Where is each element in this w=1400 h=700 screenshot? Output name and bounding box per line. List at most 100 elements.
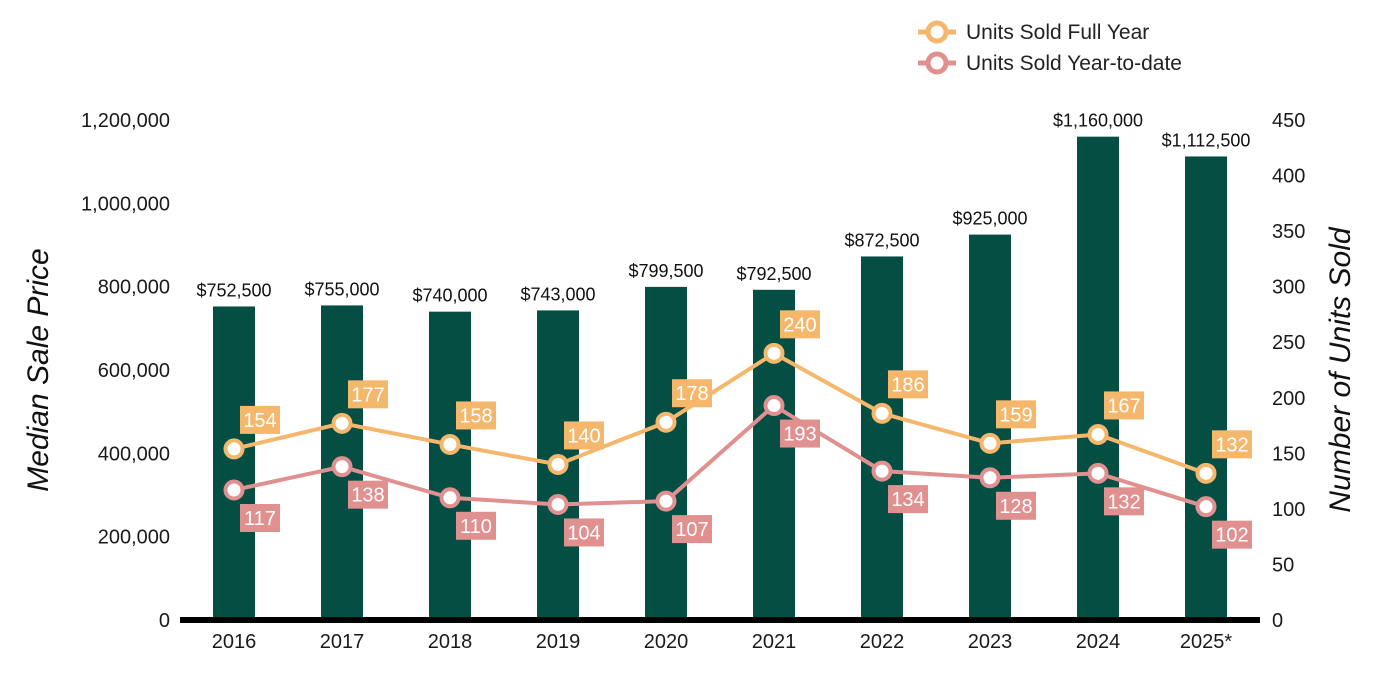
bar — [1077, 136, 1119, 620]
left-tick-label: 1,200,000 — [81, 110, 170, 132]
data-point — [439, 433, 461, 455]
x-tick-label: 2019 — [536, 631, 581, 653]
right-tick-label: 450 — [1272, 110, 1305, 132]
data-label: 167 — [1107, 395, 1140, 417]
legend-item: Units Sold Full Year — [918, 20, 1149, 44]
bar — [861, 256, 903, 620]
data-label-box — [240, 504, 280, 532]
bar-value-label: $872,500 — [844, 230, 919, 250]
data-label-box — [456, 511, 496, 540]
data-point — [1087, 423, 1109, 445]
data-label-box — [672, 515, 712, 544]
left-tick-label: 0 — [159, 610, 170, 632]
data-label: 117 — [244, 508, 276, 530]
data-point — [223, 438, 245, 460]
data-label: 140 — [567, 425, 600, 447]
x-tick-label: 2020 — [644, 631, 689, 653]
right-tick-label: 0 — [1272, 610, 1283, 632]
bar — [1185, 156, 1227, 621]
data-label: 138 — [351, 485, 384, 507]
right-tick-label: 400 — [1272, 166, 1305, 188]
bar-value-label: $740,000 — [412, 286, 487, 306]
data-label-box — [240, 405, 280, 434]
data-label-box — [996, 491, 1036, 520]
data-label-box — [1104, 487, 1144, 516]
data-point — [763, 342, 785, 364]
series-group: 154 177 158 140 178 240 186 159 167 132 — [223, 310, 1252, 484]
x-tick-label: 2023 — [968, 631, 1013, 653]
x-tick-label: 2024 — [1076, 631, 1121, 653]
data-point — [439, 487, 461, 509]
bar — [645, 286, 687, 620]
data-label: 186 — [891, 374, 924, 396]
data-label: 177 — [351, 384, 384, 406]
data-label: 193 — [783, 424, 816, 446]
data-label-box — [564, 421, 604, 450]
series-line — [233, 351, 1207, 476]
data-point — [655, 490, 677, 512]
data-point — [331, 456, 353, 478]
right-tick-label: 250 — [1272, 332, 1305, 354]
data-label: 159 — [999, 404, 1032, 426]
data-label-box — [888, 485, 928, 514]
left-tick-label: 800,000 — [98, 277, 170, 299]
data-label-box — [1212, 430, 1252, 459]
data-label-box — [1212, 520, 1252, 549]
bar-value-label: $799,500 — [628, 261, 703, 281]
data-label: 132 — [1107, 491, 1140, 513]
legend-label: Units Sold Year-to-date — [966, 52, 1182, 75]
data-label: 154 — [243, 410, 276, 432]
legend: Units Sold Full Year Units Sold Year-to-d… — [918, 20, 1182, 75]
data-label-box — [888, 370, 928, 399]
right-axis-title: Number of Units Sold — [1324, 226, 1357, 512]
right-tick-label: 300 — [1272, 277, 1305, 299]
data-point — [547, 453, 569, 475]
data-label: 240 — [783, 314, 816, 336]
series-line — [233, 403, 1207, 509]
right-tick-label: 350 — [1272, 221, 1305, 243]
data-label-box — [348, 480, 388, 509]
data-label: 178 — [675, 383, 708, 405]
x-tick-label: 2016 — [212, 631, 257, 653]
data-label: 110 — [460, 516, 492, 538]
data-label: 128 — [999, 496, 1032, 518]
data-point — [1195, 496, 1217, 518]
left-axis-title: Median Sale Price — [22, 248, 55, 491]
data-point — [1195, 462, 1217, 484]
data-label-box — [564, 518, 604, 547]
data-label: 104 — [567, 522, 600, 544]
series-group: 117 138 110 104 107 193 134 128 132 102 — [223, 395, 1252, 549]
data-label: 102 — [1215, 525, 1248, 547]
data-label-box — [456, 401, 496, 430]
data-label-box — [780, 419, 820, 448]
bar — [213, 306, 255, 620]
left-tick-label: 600,000 — [98, 360, 170, 382]
data-point — [763, 395, 785, 417]
data-label: 107 — [675, 519, 708, 541]
bar-value-label: $752,500 — [196, 280, 271, 300]
data-point — [1087, 462, 1109, 484]
left-tick-label: 400,000 — [98, 443, 170, 465]
x-tick-label: 2017 — [320, 631, 365, 653]
bar-value-label: $1,112,500 — [1162, 130, 1251, 150]
data-point — [871, 460, 893, 482]
data-point — [979, 467, 1001, 489]
right-tick-label: 100 — [1272, 499, 1305, 521]
bar-value-label: $743,000 — [520, 284, 595, 304]
bar-value-label: $755,000 — [304, 279, 379, 299]
data-label-box — [1104, 391, 1144, 420]
right-tick-label: 50 — [1272, 554, 1294, 576]
data-label-box — [672, 379, 712, 408]
left-axis-ticks: 0 200,000 400,000 600,000 800,000 1,000,000 1,… — [81, 110, 170, 632]
x-tick-label: 2021 — [752, 631, 797, 653]
bar-value-label: $1,160,000 — [1053, 111, 1143, 131]
legend-swatch-marker — [925, 20, 949, 44]
data-point — [223, 479, 245, 501]
data-label-box — [996, 400, 1036, 429]
bar — [753, 289, 795, 620]
data-point — [547, 493, 569, 515]
data-label: 134 — [891, 489, 924, 511]
bar-series: $752,500 $755,000 $740,000 $743,000 $799,500… — [196, 111, 1251, 621]
